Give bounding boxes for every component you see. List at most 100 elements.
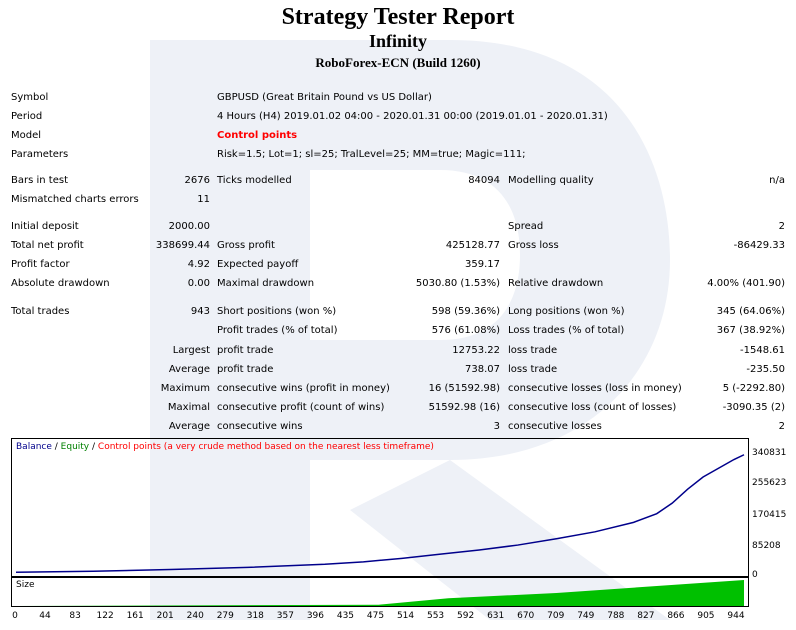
- ticks-label: Ticks modelled: [217, 175, 292, 186]
- netprofit-label: Total net profit: [11, 240, 84, 251]
- parameters-value: Risk=1.5; Lot=1; sl=25; TralLevel=25; MM…: [217, 149, 526, 160]
- x-tick-label: 475: [366, 611, 385, 621]
- grossloss-label: Gross loss: [508, 240, 559, 251]
- lt-label: Loss trades (% of total): [508, 325, 625, 336]
- deposit-value: 2000.00: [168, 221, 210, 232]
- x-tick-label: 201: [156, 611, 174, 621]
- absdd-label: Absolute drawdown: [11, 278, 110, 289]
- spread-label: Spread: [508, 221, 544, 232]
- balance-line: [15, 454, 745, 574]
- size-plot: [16, 580, 744, 606]
- y-tick-label: 255623: [752, 478, 787, 488]
- legend-balance: Balance: [16, 442, 52, 452]
- y-tick-label: 0: [752, 570, 758, 580]
- bars-value: 2676: [184, 175, 210, 186]
- x-tick-label: 631: [487, 611, 505, 621]
- report-subtitle: Infinity: [368, 31, 428, 51]
- mclc-value: -3090.35 (2): [722, 402, 785, 413]
- x-tick-label: 44: [39, 611, 51, 621]
- average2-label: Average: [168, 421, 210, 432]
- grossprofit-value: 425128.77: [445, 240, 500, 251]
- long-label: Long positions (won %): [508, 306, 625, 317]
- spread-value: 2: [778, 221, 785, 232]
- x-tick-label: 83: [69, 611, 81, 621]
- acl-value: 2: [778, 421, 785, 432]
- y-tick-label: 85208: [752, 541, 781, 551]
- legend-sep-1: /: [51, 442, 61, 452]
- x-tick-label: 514: [396, 611, 415, 621]
- pt-value: 576 (61.08%): [431, 325, 500, 336]
- size-chart: Size: [11, 577, 749, 607]
- x-tick-label: 788: [607, 611, 625, 621]
- mcw-label: consecutive wins (profit in money): [217, 383, 390, 394]
- mcp-value: 51592.98 (16): [428, 402, 500, 413]
- maxdd-value: 5030.80 (1.53%): [415, 278, 500, 289]
- acw-label: consecutive wins: [217, 421, 303, 432]
- model-label: Model: [11, 130, 42, 141]
- pt-label: Profit trades (% of total): [217, 325, 338, 336]
- size-label: Size: [16, 580, 35, 590]
- short-label: Short positions (won %): [217, 306, 337, 317]
- lt-value: 367 (38.92%): [716, 325, 785, 336]
- x-tick-label: 944: [727, 611, 745, 621]
- mcp-label: consecutive profit (count of wins): [217, 402, 385, 413]
- size-area: [16, 580, 744, 606]
- mclc-label: consecutive loss (count of losses): [508, 402, 677, 413]
- al-value: -235.50: [746, 364, 785, 375]
- acw-value: 3: [493, 421, 500, 432]
- bars-label: Bars in test: [11, 175, 68, 186]
- x-tick-label: 0: [12, 611, 18, 621]
- lp-value: 12753.22: [452, 345, 500, 356]
- x-tick-label: 279: [216, 611, 234, 621]
- x-tick-label: 827: [637, 611, 655, 621]
- ap-value: 738.07: [465, 364, 500, 375]
- y-tick-label: 340831: [752, 448, 787, 458]
- balance-chart: Balance / Equity / Control points (a ver…: [11, 438, 749, 577]
- broker-label: RoboForex-ECN (Build 1260): [315, 55, 481, 70]
- ll-value: -1548.61: [740, 345, 785, 356]
- legend-sep-2: /: [89, 442, 98, 452]
- x-tick-label: 670: [517, 611, 535, 621]
- grossprofit-label: Gross profit: [217, 240, 275, 251]
- reldd-value: 4.00% (401.90): [707, 278, 785, 289]
- x-tick-label: 357: [276, 611, 294, 621]
- mismatch-label: Mismatched charts errors: [11, 194, 139, 205]
- symbol-label: Symbol: [11, 92, 49, 103]
- deposit-label: Initial deposit: [11, 221, 79, 232]
- x-tick-label: 122: [96, 611, 114, 621]
- x-tick-label: 240: [186, 611, 204, 621]
- maxdd-label: Maximal drawdown: [217, 278, 315, 289]
- quality-value: n/a: [769, 175, 785, 186]
- chart-legend: Balance / Equity / Control points (a ver…: [16, 442, 434, 452]
- quality-label: Modelling quality: [508, 175, 594, 186]
- average-label: Average: [168, 364, 210, 375]
- x-tick-label: 866: [667, 611, 685, 621]
- x-tick-label: 749: [577, 611, 595, 621]
- mcw-value: 16 (51592.98): [428, 383, 500, 394]
- absdd-value: 0.00: [187, 278, 210, 289]
- ticks-value: 84094: [468, 175, 500, 186]
- period-value: 4 Hours (H4) 2019.01.02 04:00 - 2020.01.…: [217, 111, 608, 122]
- parameters-label: Parameters: [11, 149, 69, 160]
- x-tick-label: 318: [246, 611, 264, 621]
- balance-plot: [15, 454, 745, 574]
- model-value: Control points: [217, 130, 298, 141]
- acl-label: consecutive losses: [508, 421, 602, 432]
- legend-control: Control points (a very crude method base…: [97, 442, 434, 452]
- maximal-label: Maximal: [167, 402, 210, 413]
- legend-equity: Equity: [60, 442, 90, 452]
- report-title: Strategy Tester Report: [281, 4, 515, 30]
- mismatch-value: 11: [197, 194, 210, 205]
- trades-value: 943: [190, 306, 210, 317]
- y-tick-label: 170415: [752, 510, 787, 520]
- reldd-label: Relative drawdown: [508, 278, 604, 289]
- symbol-value: GBPUSD (Great Britain Pound vs US Dollar…: [217, 92, 432, 103]
- x-tick-label: 709: [547, 611, 565, 621]
- period-label: Period: [11, 111, 43, 122]
- netprofit-value: 338699.44: [155, 240, 210, 251]
- x-tick-label: 905: [697, 611, 715, 621]
- pf-label: Profit factor: [11, 259, 70, 270]
- long-value: 345 (64.06%): [716, 306, 785, 317]
- mcl-value: 5 (-2292.80): [722, 383, 785, 394]
- x-tick-label: 161: [126, 611, 144, 621]
